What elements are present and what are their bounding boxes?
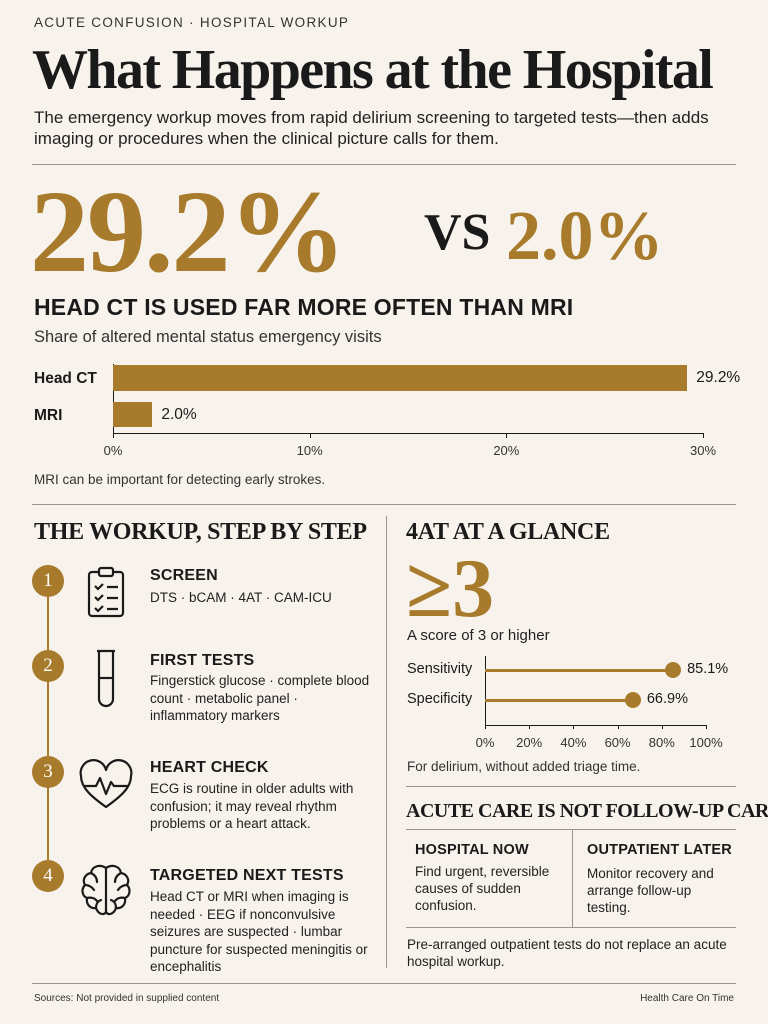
bar-value-label: 2.0%	[161, 406, 197, 423]
lollipop-category-label: Sensitivity	[407, 661, 473, 677]
step-title-3: HEART CHECK	[150, 759, 269, 776]
divider	[32, 164, 736, 165]
column-divider	[386, 516, 387, 968]
x-tick-label: 0%	[475, 735, 495, 750]
x-tick	[703, 433, 704, 438]
lollipop-dot	[665, 662, 682, 678]
x-axis-line	[113, 364, 114, 434]
step-number-3: 3	[32, 756, 64, 788]
x-tick-label: 20%	[516, 735, 543, 750]
lollipop-dot	[624, 692, 641, 708]
lollipop-category-label: Specificity	[407, 691, 473, 707]
glance-score-text: A score of 3 or higher	[407, 627, 550, 644]
glance-big-number: ≥3	[406, 542, 495, 635]
step-body-4: Head CT or MRI when imaging is needed · …	[150, 889, 368, 974]
divider	[406, 829, 736, 830]
bar-category-label: Head CT	[34, 370, 97, 387]
x-tick-label: 10%	[296, 443, 323, 458]
x-tick-label: 80%	[648, 735, 675, 750]
footer-sources: Sources: Not provided in supplied conten…	[34, 993, 220, 1004]
x-tick	[573, 725, 575, 729]
x-tick	[617, 725, 619, 729]
bar	[113, 365, 688, 391]
glance-note: For delirium, without added triage time.	[407, 759, 641, 774]
care-note: Pre-arranged outpatient tests do not rep…	[407, 937, 727, 969]
care-title: ACUTE CARE IS NOT FOLLOW-UP CARE	[406, 800, 768, 822]
x-tick-label: 20%	[493, 443, 520, 458]
x-tick	[485, 725, 486, 729]
chart-subtitle: Share of altered mental status emergency…	[34, 328, 382, 346]
x-tick-label: 100%	[689, 735, 723, 750]
chart-note: MRI can be important for detecting early…	[34, 472, 326, 487]
care-divider	[572, 829, 573, 927]
brain-icon	[80, 862, 132, 925]
x-tick	[661, 725, 663, 729]
step-body-3: ECG is routine in older adults with conf…	[150, 781, 354, 831]
care-left-body: Find urgent, reversible causes of sudden…	[415, 864, 550, 913]
bar-category-label: MRI	[34, 407, 63, 424]
x-tick	[113, 433, 114, 438]
stat-head-ct: 29.2%	[30, 166, 346, 297]
x-tick-label: 0%	[103, 443, 123, 458]
kicker: ACUTE CONFUSION · HOSPITAL WORKUP	[34, 15, 350, 30]
lollipop-value-label: 85.1%	[687, 661, 729, 677]
step-number-4: 4	[32, 860, 64, 892]
lollipop-stem	[485, 699, 633, 702]
step-number-1: 1	[32, 565, 64, 597]
x-tick-label: 40%	[560, 735, 587, 750]
care-right-head: OUTPATIENT LATER	[587, 842, 732, 858]
page-subtitle: The emergency workup moves from rapid de…	[34, 108, 709, 148]
footer-brand: Health Care On Time	[640, 993, 734, 1004]
workup-title: THE WORKUP, STEP BY STEP	[34, 519, 367, 545]
step-title-1: SCREEN	[150, 567, 218, 584]
x-tick	[706, 725, 707, 729]
divider	[406, 786, 736, 787]
comparison-headline: HEAD CT IS USED FAR MORE OFTEN THAN MRI	[34, 294, 574, 320]
footer-divider	[32, 983, 736, 984]
glance-title: 4AT AT A GLANCE	[406, 519, 610, 545]
step-body-2: Fingerstick glucose · complete blood cou…	[150, 673, 370, 723]
heart-ecg-icon	[78, 759, 134, 816]
x-tick	[529, 725, 531, 729]
x-axis-line	[485, 725, 706, 726]
vs-label: VS	[424, 204, 491, 261]
step-number-2: 2	[32, 650, 64, 682]
x-axis-baseline	[113, 433, 703, 434]
stat-mri: 2.0%	[506, 198, 664, 275]
clipboard-checklist-icon	[86, 566, 126, 623]
page-title: What Happens at the Hospital	[32, 39, 714, 101]
test-tube-icon	[93, 648, 119, 717]
lollipop-value-label: 66.9%	[646, 691, 688, 707]
bar-value-label: 29.2%	[696, 369, 741, 386]
step-body-1: DTS · bCAM · 4AT · CAM-ICU	[150, 590, 332, 605]
x-tick-label: 30%	[689, 443, 717, 458]
divider	[406, 927, 736, 928]
y-axis-line	[485, 656, 486, 726]
care-left-head: HOSPITAL NOW	[415, 842, 529, 858]
bar	[113, 402, 153, 427]
step-title-2: FIRST TESTS	[150, 652, 255, 669]
x-tick-label: 60%	[604, 735, 631, 750]
x-tick	[309, 433, 311, 438]
step-title-4: TARGETED NEXT TESTS	[150, 867, 344, 884]
divider	[32, 504, 736, 505]
care-right-body: Monitor recovery and arrange follow-up t…	[587, 866, 714, 915]
x-tick	[506, 433, 508, 438]
lollipop-stem	[485, 669, 674, 672]
timeline-line	[47, 582, 49, 878]
